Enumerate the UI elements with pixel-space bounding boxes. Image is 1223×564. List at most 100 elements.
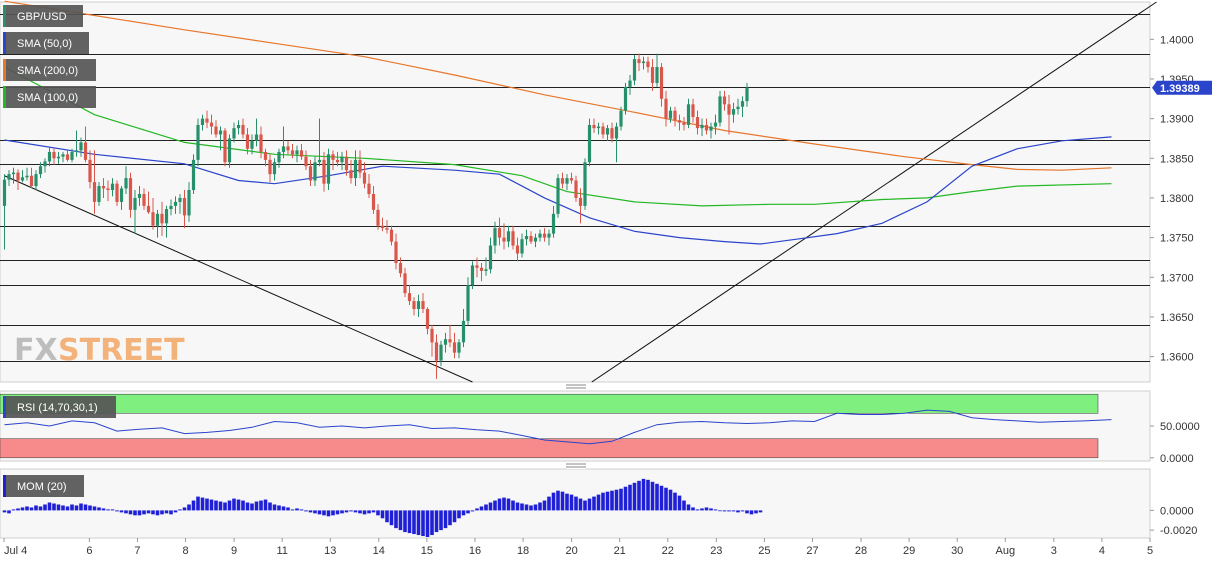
candle-body [488, 245, 493, 270]
mom-bar [223, 502, 227, 511]
mom-bar [484, 504, 488, 511]
candle-body [407, 293, 412, 302]
mom-bar [506, 498, 511, 511]
trendlines [4, 1, 1157, 383]
candle-body [308, 166, 313, 181]
candle-body [349, 170, 353, 179]
mom-bar [475, 508, 479, 511]
candle-body [137, 193, 142, 198]
candle-body [11, 172, 16, 175]
x-tick-label: 29 [903, 545, 915, 557]
rsi-panel-resize-handle[interactable] [566, 462, 586, 469]
candle-body [290, 150, 295, 155]
mom-bar [470, 510, 475, 512]
candle-body [34, 174, 38, 187]
mom-bar [659, 485, 664, 511]
mom-bar [614, 489, 619, 511]
legend-mom[interactable]: MOM (20) [3, 475, 84, 497]
candle-body [475, 265, 479, 268]
candle-body [443, 339, 448, 345]
candle-body [146, 205, 151, 213]
x-tick-label: 3 [1051, 545, 1057, 557]
candle-body [268, 159, 272, 175]
mom-bar [448, 510, 452, 526]
candle-body [614, 126, 619, 139]
mom-bar [65, 506, 70, 511]
mom-bar [272, 504, 277, 511]
price-tick-label: 1.3750 [1160, 233, 1194, 245]
mom-bar [565, 493, 569, 511]
mom-bar [74, 505, 79, 511]
last-price-tag: 1.39389 [1152, 80, 1212, 95]
legend-gbpusd[interactable]: GBP/USD [3, 5, 83, 27]
candle-body [713, 122, 718, 127]
candle-body [452, 342, 457, 353]
legend-sma100-label: SMA (100,0) [17, 92, 78, 104]
mom-bar [83, 504, 88, 511]
mom-bar [430, 510, 434, 536]
mom-bar [677, 495, 682, 511]
legend-sma50[interactable]: SMA (50,0) [3, 32, 89, 54]
mom-bar [178, 509, 182, 511]
mom-bar [11, 509, 16, 511]
legend-sma100[interactable]: SMA (100,0) [3, 86, 96, 108]
time-axis: Jul 4 6 7 8 9 11 13 14 15 16 18 20 21 22 23 25 27 28 29 30 A… [3, 538, 1153, 557]
legend-sma200[interactable]: SMA (200,0) [3, 59, 96, 81]
candle-body [605, 128, 610, 135]
x-tick-label: 11 [276, 545, 287, 557]
candle-body [214, 126, 218, 135]
candle-body [160, 213, 164, 224]
mom-bar [286, 507, 290, 511]
candle-body [709, 126, 713, 131]
candle-body [650, 67, 655, 83]
mom-bar [124, 510, 128, 514]
candle-body [574, 180, 578, 198]
candle-body [416, 301, 421, 310]
mom-bar [722, 510, 727, 512]
mom-bar [232, 498, 236, 511]
x-tick-label: 28 [855, 545, 867, 557]
price-panel-resize-handle[interactable] [566, 383, 586, 390]
x-tick-label: 18 [517, 545, 529, 557]
candle-body [551, 213, 556, 234]
mom-bar [700, 508, 704, 511]
mom-bar [47, 502, 52, 511]
legend-rsi[interactable]: RSI (14,70,30,1) [3, 396, 116, 418]
candle-body [29, 175, 34, 187]
candle-body [619, 110, 623, 127]
last-price-value: 1.39389 [1160, 83, 1200, 95]
mom-bar [92, 506, 97, 511]
mom-bar [56, 504, 61, 511]
candle-body [632, 59, 637, 81]
candle-body [520, 239, 524, 254]
x-tick-label: 16 [469, 545, 481, 557]
candle-body [223, 130, 227, 163]
moving-averages [4, 0, 1112, 245]
mom-bar [362, 510, 367, 515]
mom-bar [268, 502, 272, 511]
mom-bar [749, 510, 754, 515]
mom-bar [646, 479, 650, 511]
mom-bar [628, 484, 632, 511]
mom-bar [304, 510, 308, 512]
mom-bar [322, 510, 326, 516]
candle-body [173, 201, 178, 206]
candle-body [38, 166, 43, 175]
candle-body [745, 87, 749, 102]
mom-bar [137, 510, 142, 516]
candle-body [232, 128, 236, 139]
mom-bar [16, 508, 20, 511]
candle-body [52, 151, 56, 159]
candle-body [587, 124, 592, 163]
candle-body [565, 178, 569, 184]
momentum-histogram [2, 478, 763, 538]
candle-body [439, 344, 443, 361]
mom-bar [20, 507, 25, 511]
x-tick-label: 27 [806, 545, 818, 557]
support-resistance-levels [0, 14, 1150, 362]
candle-body [533, 237, 538, 242]
x-tick-label: 20 [565, 545, 577, 557]
candle-body [133, 197, 137, 210]
candle-body [425, 309, 430, 329]
x-tick-label: 8 [182, 545, 188, 557]
